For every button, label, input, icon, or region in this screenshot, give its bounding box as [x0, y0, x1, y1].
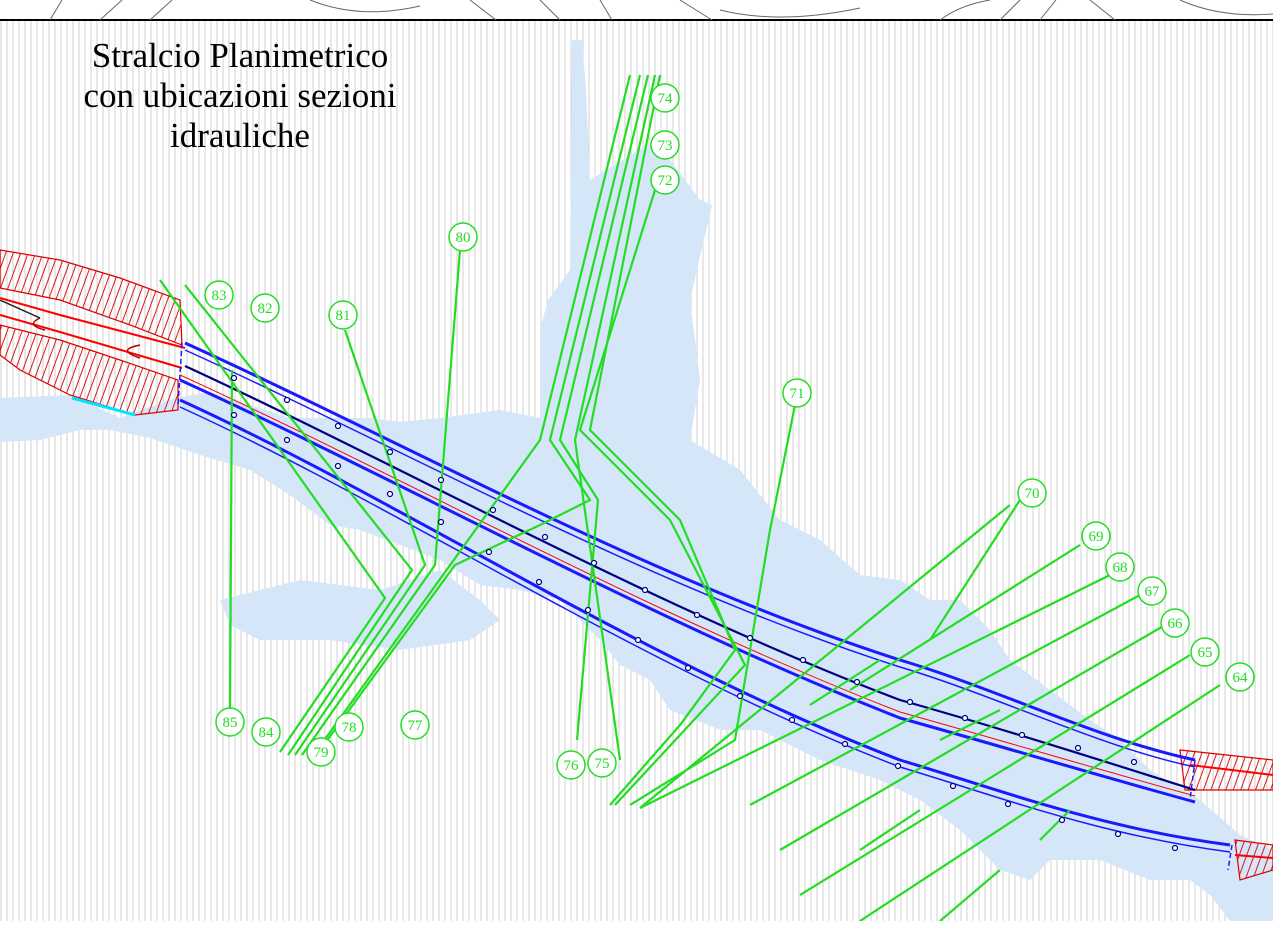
section-label-82: 82: [250, 293, 280, 323]
section-label-68: 68: [1105, 552, 1135, 582]
section-label-text: 83: [212, 288, 227, 304]
section-label-circle: [782, 378, 812, 408]
section-label-64: 64: [1225, 662, 1255, 692]
section-label-circle: [1137, 576, 1167, 606]
section-label-text: 70: [1025, 486, 1040, 502]
section-label-circle: [650, 130, 680, 160]
top-contours: [0, 0, 1273, 21]
section-label-text: 71: [790, 386, 805, 402]
section-label-circle: [328, 300, 358, 330]
section-label-67: 67: [1137, 576, 1167, 606]
section-label-81: 81: [328, 300, 358, 330]
embankment-right: [1179, 749, 1273, 881]
section-label-65: 65: [1190, 637, 1220, 667]
section-label-83: 83: [204, 280, 234, 310]
section-label-circle: [334, 712, 364, 742]
section-label-70: 70: [1017, 478, 1047, 508]
section-label-circle: [1105, 552, 1135, 582]
section-label-circle: [650, 83, 680, 113]
river-area: [0, 40, 1273, 921]
section-label-text: 64: [1233, 670, 1249, 686]
section-label-circle: [215, 707, 245, 737]
section-label-73: 73: [650, 130, 680, 160]
section-label-text: 67: [1145, 584, 1161, 600]
section-label-circle: [1225, 662, 1255, 692]
drawing-title: Stralcio Planimetrico con ubicazioni sez…: [20, 36, 460, 156]
section-label-circle: [400, 710, 430, 740]
section-label-circle: [448, 222, 478, 252]
section-label-text: 73: [658, 138, 673, 154]
section-label-text: 80: [456, 230, 471, 246]
section-label-text: 79: [314, 745, 329, 761]
section-label-84: 84: [251, 717, 281, 747]
section-label-circle: [1190, 637, 1220, 667]
section-label-74: 74: [650, 83, 680, 113]
embankment-left: [0, 249, 186, 417]
section-label-text: 66: [1168, 616, 1184, 632]
survey-points: [230, 374, 1179, 852]
section-label-text: 84: [259, 725, 275, 741]
section-label-circle: [306, 737, 336, 767]
section-label-76: 76: [556, 750, 586, 780]
section-labels: 85 84 83 82 81 80 79 78 77 76 75 74 73 72 71 70 69 68 67 66…: [204, 83, 1255, 780]
section-label-circle: [250, 293, 280, 323]
title-line-1: Stralcio Planimetrico: [91, 36, 389, 75]
section-label-69: 69: [1081, 521, 1111, 551]
section-label-text: 82: [258, 301, 273, 317]
section-label-circle: [1017, 478, 1047, 508]
section-label-text: 78: [342, 720, 357, 736]
section-lines: [159, 74, 1221, 922]
section-label-circle: [556, 750, 586, 780]
section-label-text: 72: [658, 173, 673, 189]
section-label-72: 72: [650, 165, 680, 195]
section-label-text: 76: [564, 758, 580, 774]
section-label-circle: [650, 165, 680, 195]
section-label-text: 74: [658, 91, 674, 107]
section-label-85: 85: [215, 707, 245, 737]
section-label-77: 77: [400, 710, 430, 740]
section-label-circle: [1081, 521, 1111, 551]
section-label-71: 71: [782, 378, 812, 408]
section-label-text: 65: [1198, 645, 1213, 661]
section-label-79: 79: [306, 737, 336, 767]
section-label-text: 68: [1113, 560, 1128, 576]
section-label-text: 81: [336, 308, 351, 324]
section-label-circle: [204, 280, 234, 310]
section-label-circle: [1160, 608, 1190, 638]
section-label-text: 85: [223, 715, 238, 731]
title-line-3: idrauliche: [170, 116, 310, 155]
section-label-66: 66: [1160, 608, 1190, 638]
title-line-2: con ubicazioni sezioni: [83, 76, 397, 115]
section-label-78: 78: [334, 712, 364, 742]
section-label-text: 75: [595, 756, 610, 772]
section-label-circle: [251, 717, 281, 747]
section-label-circle: [587, 748, 617, 778]
section-label-75: 75: [587, 748, 617, 778]
section-label-80: 80: [448, 222, 478, 252]
section-label-text: 69: [1089, 529, 1104, 545]
section-label-text: 77: [408, 718, 424, 734]
